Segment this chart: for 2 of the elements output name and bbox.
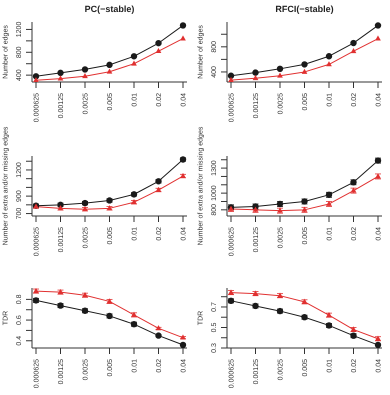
chart-title: PC(−stable): [84, 4, 136, 14]
chart-title: RFCI(−stable): [274, 4, 335, 14]
